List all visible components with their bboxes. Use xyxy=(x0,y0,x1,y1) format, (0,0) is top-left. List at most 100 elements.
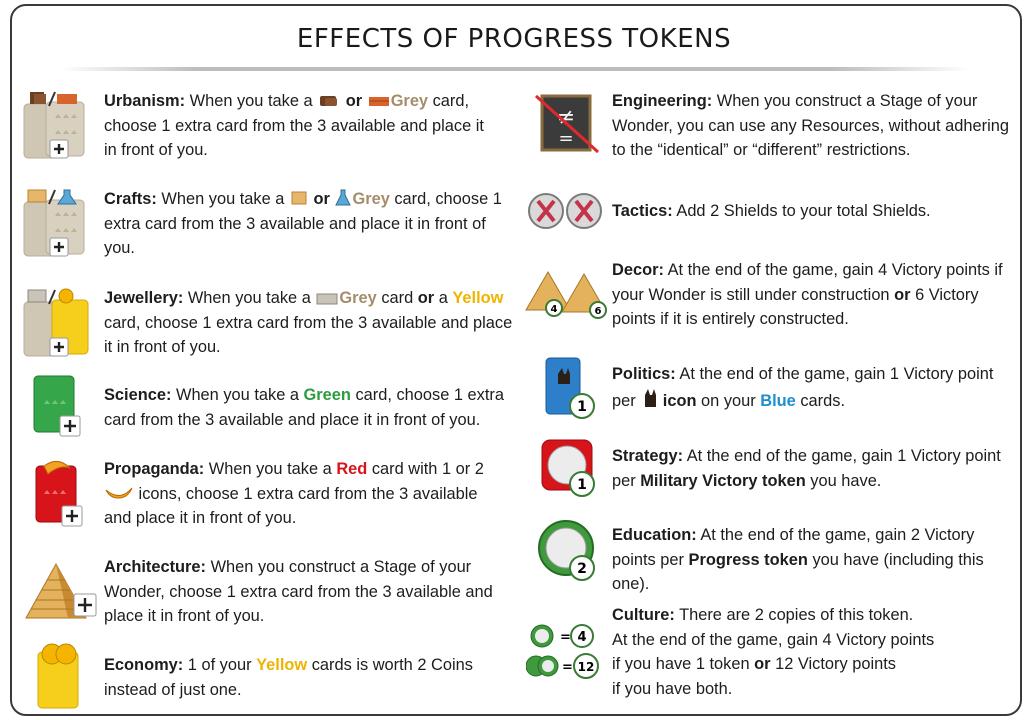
shields-icon xyxy=(528,193,602,229)
military-token-icon: 1 xyxy=(541,439,595,497)
economy-t1: 1 of your xyxy=(183,656,257,674)
education-b1: Progress token xyxy=(688,550,808,569)
urbanism-t2: card, choose 1 extra card from the 3 ava… xyxy=(104,92,484,159)
engineering-label: Engineering: xyxy=(612,92,713,110)
economy-label: Economy: xyxy=(104,656,184,674)
stone-icon xyxy=(316,293,338,305)
propaganda-red: Red xyxy=(336,460,368,478)
progress-token-icon: 2 xyxy=(538,520,595,581)
politics-blue: Blue xyxy=(760,391,796,410)
urbanism-grey: Grey xyxy=(390,92,429,110)
tactics-label: Tactics: xyxy=(612,202,673,220)
urbanism-text: Urbanism: When you take a or Grey card, … xyxy=(104,89,499,163)
decor-text: Decor: At the end of the game, gain 4 Vi… xyxy=(612,258,1012,332)
culture-text: Culture: There are 2 copies of this toke… xyxy=(612,603,1012,701)
education-badge: 2 xyxy=(577,561,587,577)
propaganda-t3: icons, choose 1 extra card from the 3 av… xyxy=(104,484,478,528)
jewellery-text: Jewellery: When you take a Grey card or … xyxy=(104,286,514,360)
strategy-b1: Military Victory token xyxy=(640,471,806,490)
education-t1: At the end of the game, gain 2 Victory p… xyxy=(612,526,975,569)
not-equal-crossed-icon: ≠ = xyxy=(534,94,600,154)
papyrus-glass-grey-card-plus-icon xyxy=(23,189,85,257)
strategy-text: Strategy: At the end of the game, gain 1… xyxy=(612,444,1020,493)
propaganda-t1: When you take a xyxy=(204,460,337,478)
jewellery-t1: When you take a xyxy=(183,289,316,307)
wood-icon xyxy=(320,96,338,106)
jewellery-grey: Grey xyxy=(339,289,377,307)
economy-text: Economy: 1 of your Yellow cards is worth… xyxy=(104,653,504,702)
tactics-t1: Add 2 Shields to your total Shields. xyxy=(672,202,931,220)
crafts-text: Crafts: When you take a or Grey card, ch… xyxy=(104,187,504,261)
propaganda-t2: card with 1 or 2 xyxy=(367,460,484,478)
culture-t2: At the end of the game, gain 4 Victory p… xyxy=(612,630,935,649)
green-card-plus-icon xyxy=(33,375,81,437)
decor-label: Decor: xyxy=(612,261,664,279)
culture-label: Culture: xyxy=(612,606,675,624)
cat-icon xyxy=(645,388,657,407)
stone-coin-grey-yellow-card-plus-icon xyxy=(23,288,89,357)
jewellery-or: or xyxy=(417,289,435,307)
architecture-text: Architecture: When you construct a Stage… xyxy=(104,555,504,629)
architecture-label: Architecture: xyxy=(104,558,207,576)
culture-tokens-icon: = 4 = 12 xyxy=(526,624,599,679)
urbanism-label: Urbanism: xyxy=(104,92,186,110)
culture-eq-2: = xyxy=(562,660,573,675)
urbanism-or: or xyxy=(341,92,367,110)
architecture-t1: When you construct a Stage of your Wonde… xyxy=(104,558,493,625)
education-t2: you have (including this one). xyxy=(612,550,984,594)
crafts-t2: card, choose 1 extra card from the 3 ava… xyxy=(104,190,502,257)
glass-icon xyxy=(335,189,352,206)
jewellery-t4: card, choose 1 extra card from the 3 ava… xyxy=(104,313,513,357)
decor-t2: 6 Victory points if it is entirely const… xyxy=(612,285,979,329)
engineering-text: Engineering: When you construct a Stage … xyxy=(612,89,1020,163)
education-text: Education: At the end of the game, gain … xyxy=(612,523,1020,597)
svg-text:=: = xyxy=(558,128,573,149)
decor-or: or xyxy=(894,285,911,304)
culture-t4: 12 Victory points xyxy=(770,655,896,673)
pyramid-plus-icon xyxy=(25,562,97,619)
tactics-text: Tactics: Add 2 Shields to your total Shi… xyxy=(612,199,1012,224)
decor-t1: At the end of the game, gain 4 Victory p… xyxy=(612,261,1003,304)
economy-yellow: Yellow xyxy=(256,656,308,674)
crafts-grey: Grey xyxy=(352,190,390,208)
red-card-plus-icon xyxy=(35,461,83,527)
jewellery-t3: a xyxy=(434,289,453,307)
pyramids-4-6-icon: 4 6 xyxy=(525,271,607,319)
papyrus-icon xyxy=(291,191,307,205)
page-frame xyxy=(10,4,1022,716)
decor-badge-4: 4 xyxy=(551,304,558,315)
politics-t1: At the end of the game, gain 1 Victory p… xyxy=(612,365,994,410)
decor-badge-6: 6 xyxy=(595,306,602,317)
culture-t1: There are 2 copies of this token. xyxy=(674,606,914,624)
crafts-t1: When you take a xyxy=(156,190,289,208)
title-divider xyxy=(60,67,970,71)
propaganda-text: Propaganda: When you take a Red card wit… xyxy=(104,457,504,531)
culture-or: or xyxy=(754,655,771,673)
politics-t3: on your xyxy=(696,391,761,410)
culture-eq-1: = xyxy=(560,630,571,645)
politics-t4: cards. xyxy=(795,391,846,410)
jewellery-yellow: Yellow xyxy=(452,289,504,307)
strategy-badge: 1 xyxy=(577,477,587,493)
politics-text: Politics: At the end of the game, gain 1… xyxy=(612,362,1012,413)
svg-text:≠: ≠ xyxy=(557,105,575,130)
culture-value-4: 4 xyxy=(577,630,586,645)
economy-t2: cards is worth 2 Coins instead of just o… xyxy=(104,656,473,699)
politics-label: Politics: xyxy=(612,365,676,383)
propaganda-label: Propaganda: xyxy=(104,460,205,478)
science-t1: When you take a xyxy=(171,386,304,404)
crafts-or: or xyxy=(308,190,335,208)
politics-badge: 1 xyxy=(577,399,587,415)
culture-t3: if you have 1 token xyxy=(612,655,755,673)
page-title: EFFECTS OF PROGRESS TOKENS xyxy=(296,24,732,54)
yellow-card-coins-icon xyxy=(37,643,79,709)
science-green: Green xyxy=(303,386,351,404)
crafts-label: Crafts: xyxy=(104,190,157,208)
strategy-label: Strategy: xyxy=(612,447,684,465)
jewellery-t2: card xyxy=(376,289,418,307)
culture-t5: if you have both. xyxy=(612,679,733,698)
strategy-t1: At the end of the game, gain 1 Victory p… xyxy=(612,447,1001,490)
jewellery-label: Jewellery: xyxy=(104,289,184,307)
wood-brick-grey-card-plus-icon xyxy=(23,91,85,159)
politics-t2: icon xyxy=(658,391,697,410)
